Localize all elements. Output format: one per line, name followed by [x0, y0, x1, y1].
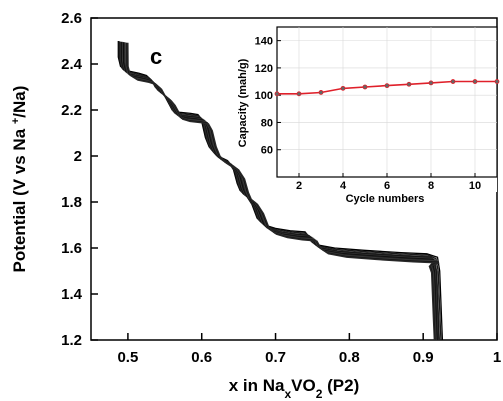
inset-y-tick-label: 80 [261, 117, 273, 129]
main-x-tick-label: 0.5 [117, 349, 138, 366]
inset-y-tick-label: 60 [261, 145, 273, 157]
inset-y-tick-label: 140 [255, 36, 273, 48]
inset-x-tick-label: 10 [469, 180, 481, 192]
main-y-tick-label: 1.8 [61, 194, 82, 211]
main-x-axis-ticks: 0.5 0.6 0.7 0.8 0.9 1 [117, 333, 501, 366]
main-y-tick-label: 2 [74, 148, 82, 165]
inset-capacity-point [494, 79, 500, 84]
main-y-tick-label: 1.2 [61, 332, 82, 349]
inset-capacity-point [450, 79, 456, 84]
inset-y-axis-title: Capacity (mah/g) [237, 58, 249, 147]
inset-y-tick-label: 120 [255, 63, 273, 75]
main-y-tick-label: 2.6 [61, 10, 82, 27]
inset-y-axis-ticks: 60 80 100 120 140 [255, 36, 281, 157]
main-y-tick-label: 1.6 [61, 240, 82, 257]
panel-label: c [150, 44, 162, 69]
inset-x-axis-ticks: 2 4 6 8 10 [296, 173, 481, 192]
main-y-tick-label: 1.4 [61, 286, 83, 303]
main-x-tick-label: 0.9 [413, 349, 434, 366]
main-curves-group [117, 41, 444, 341]
inset-x-tick-label: 8 [428, 180, 434, 192]
inset-capacity-point [274, 91, 280, 97]
inset-capacity-point [362, 84, 368, 90]
inset-x-tick-label: 4 [340, 180, 347, 192]
main-x-tick-label: 0.7 [265, 349, 286, 366]
inset-x-tick-label: 2 [296, 180, 302, 192]
main-y-tick-label: 2.2 [61, 102, 82, 119]
charge-discharge-curve-10 [127, 42, 440, 341]
inset-x-tick-label: 6 [384, 180, 390, 192]
inset-capacity-point [406, 81, 412, 87]
inset-capacity-series [274, 79, 500, 97]
inset-capacity-point [318, 90, 324, 95]
inset-x-axis-title: Cycle numbers [346, 193, 425, 205]
inset-background [276, 27, 497, 192]
inset-capacity-point [428, 80, 434, 86]
main-y-axis-ticks: 1.2 1.4 1.6 1.8 2 2.2 2.4 2.6 [61, 10, 98, 349]
main-y-tick-label: 2.4 [61, 56, 83, 73]
inset-capacity-point [340, 85, 346, 91]
main-y-axis-title: Potential (V vs Na +/Na) [10, 86, 29, 273]
inset-grid [277, 27, 497, 177]
inset-capacity-point [296, 91, 302, 97]
main-x-tick-label: 0.8 [339, 349, 360, 366]
main-x-tick-label: 0.6 [191, 349, 212, 366]
main-x-tick-label: 1 [493, 349, 501, 366]
inset-capacity-point [472, 79, 478, 84]
main-x-axis-title: x in NaxVO2 (P2) [229, 376, 360, 401]
inset-capacity-point [384, 83, 390, 89]
inset-y-tick-label: 100 [255, 90, 273, 102]
